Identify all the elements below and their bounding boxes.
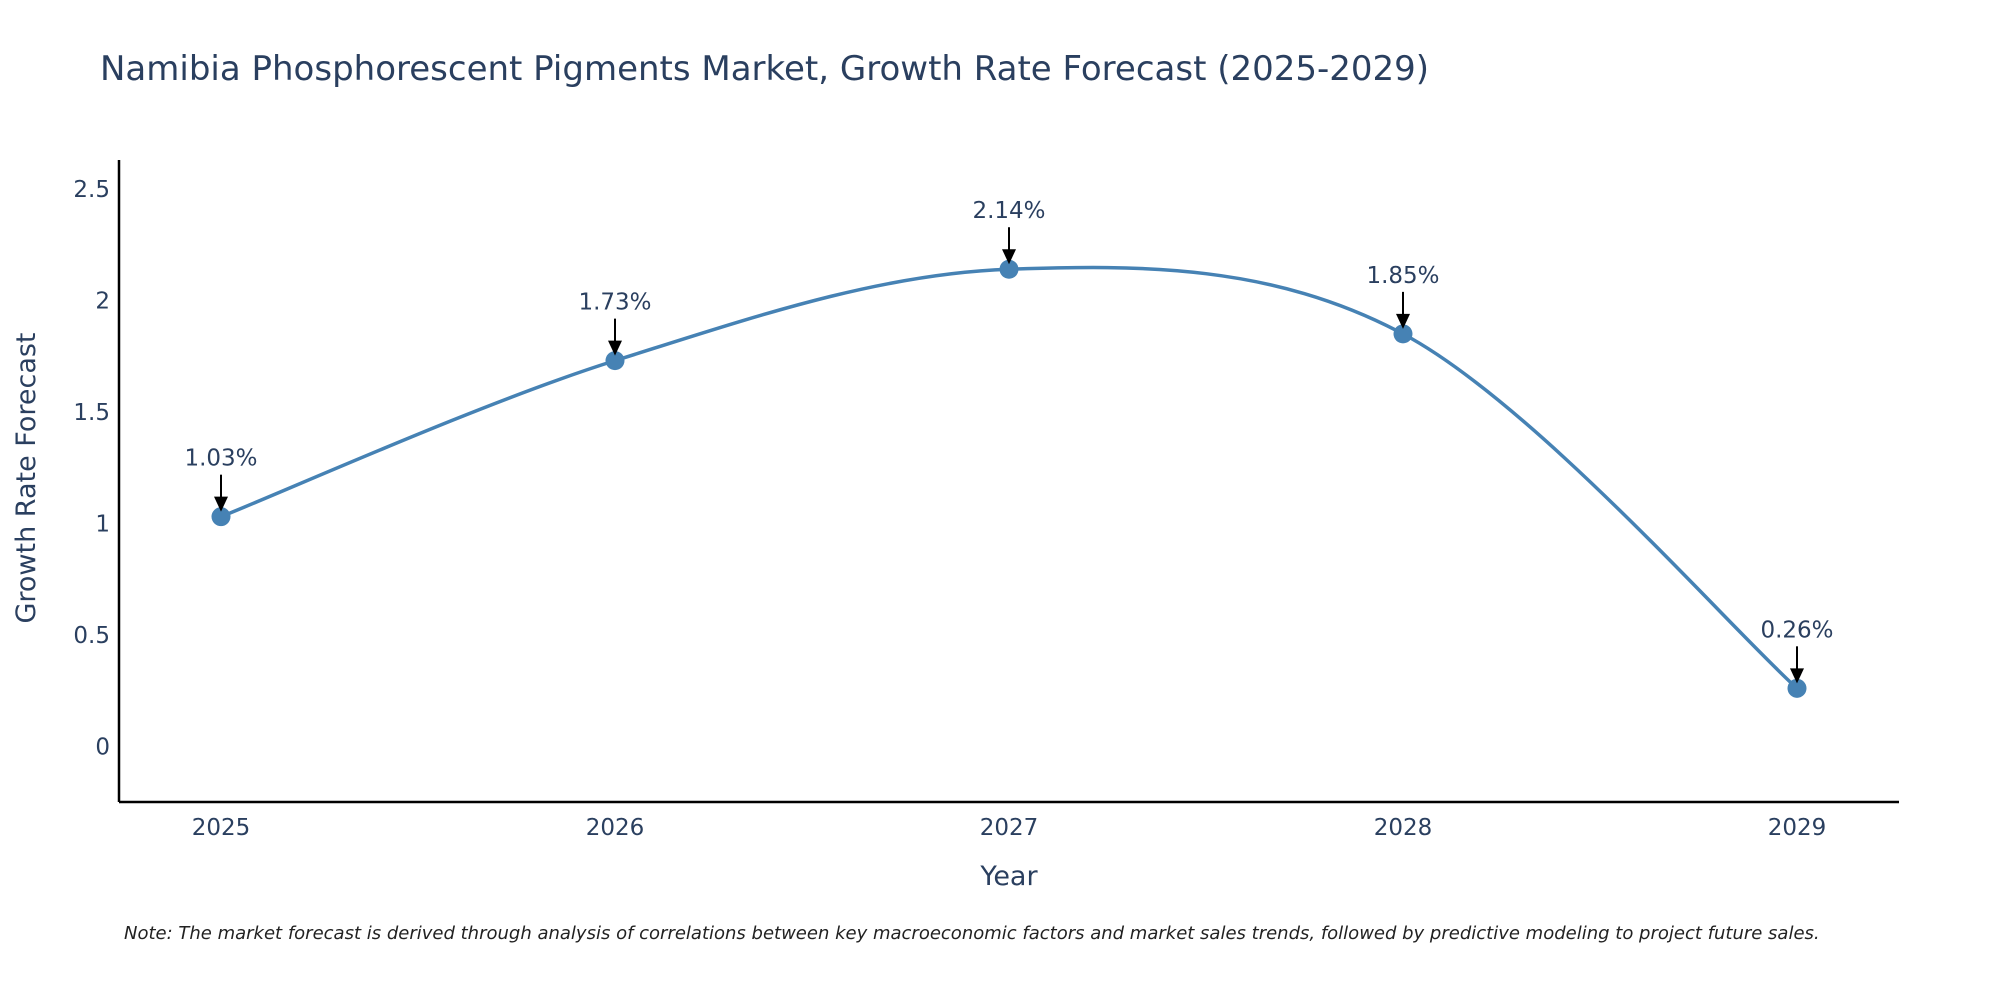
data-label: 1.85% (1366, 263, 1439, 289)
x-axis-title: Year (979, 861, 1038, 892)
data-label: 1.03% (184, 446, 257, 472)
chart-note: Note: The market forecast is derived thr… (124, 923, 1820, 944)
annotation-arrow-head (608, 340, 622, 356)
y-tick-label: 1.5 (73, 400, 110, 426)
series-line-growth-rate (220, 265, 1799, 690)
x-tick-label: 2026 (586, 815, 645, 841)
y-tick-label: 2 (95, 288, 110, 314)
data-label: 1.73% (578, 290, 651, 316)
data-point (999, 259, 1019, 279)
data-labels: 1.03% 1.73% 2.14% 1.85% 0.26% (184, 198, 1834, 684)
data-label-group: 1.85% (1366, 263, 1440, 329)
data-point (1787, 678, 1807, 698)
y-tick-label: 1 (95, 511, 110, 537)
annotation-arrow-head (1396, 313, 1410, 329)
x-tick-label: 2028 (1374, 815, 1433, 841)
annotation-arrow-head (1790, 668, 1804, 684)
data-label-group: 0.26% (1760, 617, 1834, 684)
data-label: 0.26% (1760, 617, 1833, 643)
data-point (211, 507, 231, 527)
x-tick-label: 2029 (1768, 815, 1827, 841)
data-label-group: 1.73% (578, 290, 652, 356)
x-tick-label: 2027 (980, 815, 1039, 841)
x-axis-ticks: 2025 2026 2027 2028 2029 (192, 815, 1827, 841)
y-tick-label: 2.5 (73, 177, 110, 203)
annotation-arrow-head (1002, 249, 1016, 265)
y-tick-label: 0.5 (73, 623, 110, 649)
data-label-group: 1.03% (184, 446, 258, 512)
data-label: 2.14% (972, 198, 1045, 224)
data-points (211, 259, 1807, 698)
annotation-arrow-head (214, 496, 228, 512)
data-point (605, 351, 625, 371)
x-tick-label: 2025 (192, 815, 251, 841)
data-label-group: 2.14% (972, 198, 1046, 265)
y-axis-ticks: 0 0.5 1 1.5 2 2.5 (73, 177, 110, 760)
y-tick-label: 0 (95, 734, 110, 760)
data-point (1393, 324, 1413, 344)
y-axis-title: Growth Rate Forecast (11, 332, 42, 623)
chart-title: Namibia Phosphorescent Pigments Market, … (100, 49, 1429, 89)
